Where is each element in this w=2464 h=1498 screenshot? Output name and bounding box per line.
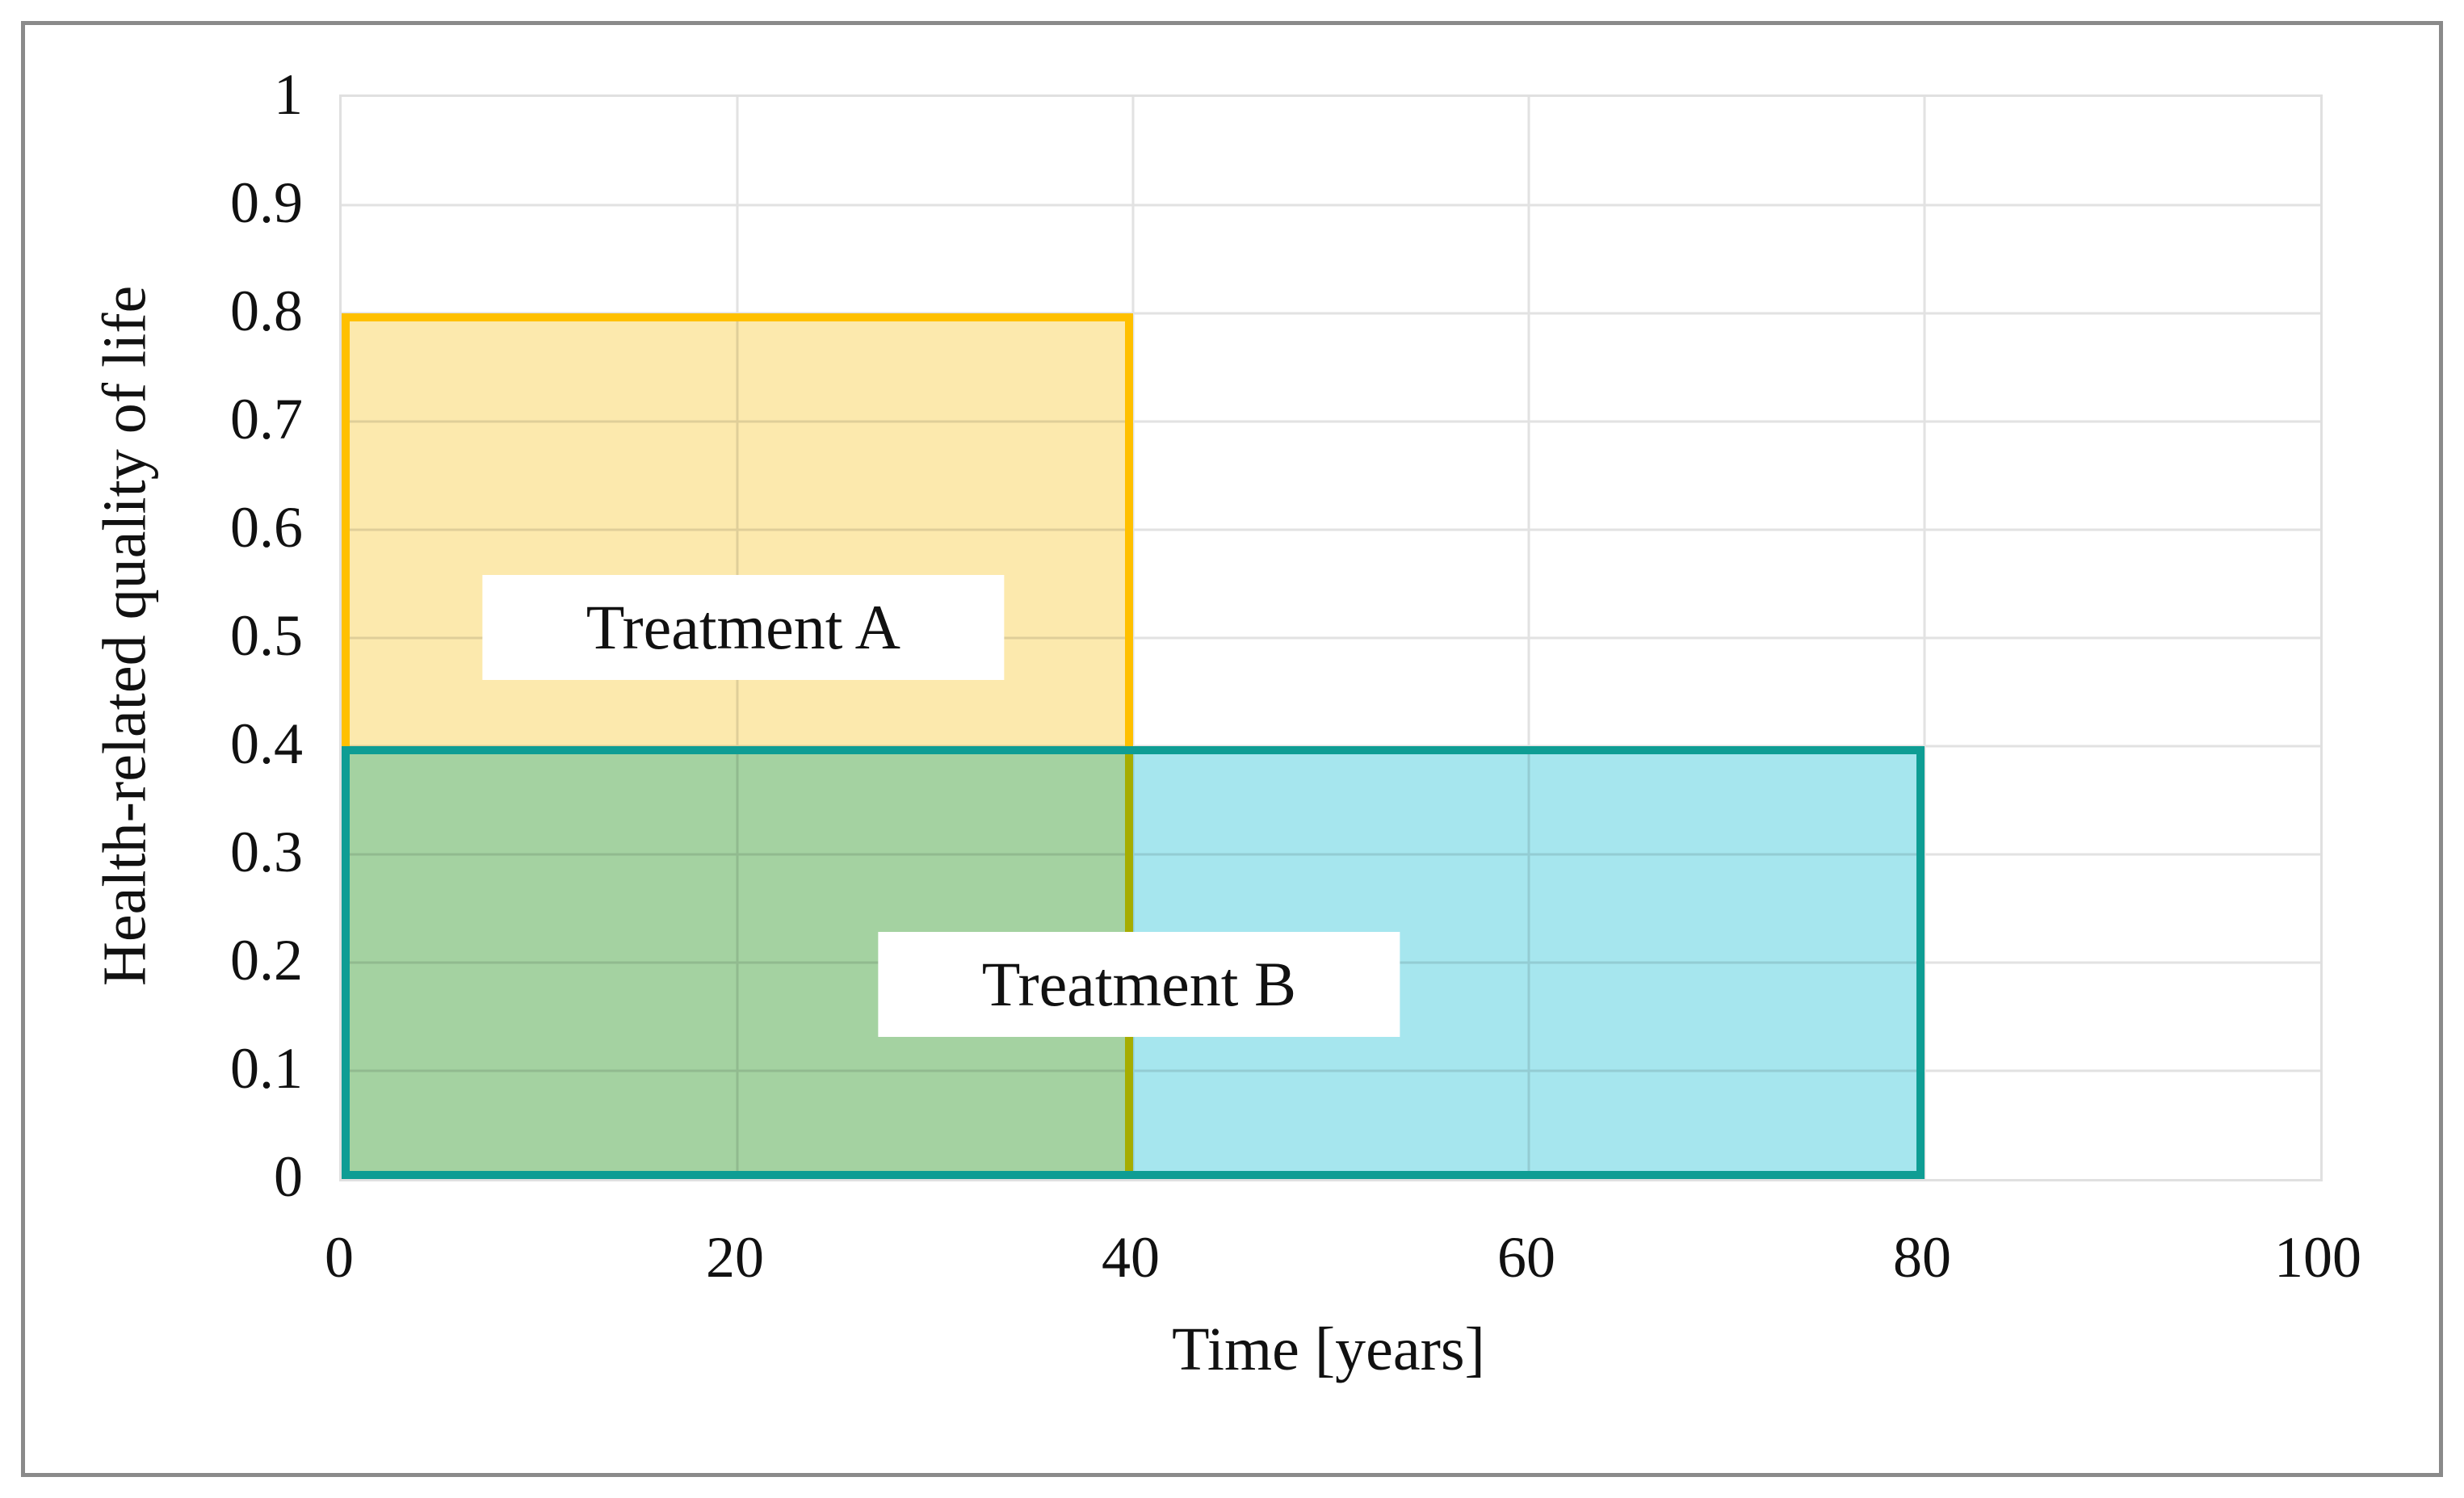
plot-area: Treatment A Treatment B (339, 94, 2323, 1181)
y-tick-label: 0 (274, 1144, 303, 1209)
horizontal-gridline (342, 204, 2320, 207)
y-tick-label: 0.6 (230, 495, 303, 560)
horizontal-gridline (342, 312, 2320, 315)
x-tick-label: 40 (1102, 1225, 1160, 1290)
y-tick-label: 0.1 (230, 1036, 303, 1101)
horizontal-gridline (342, 636, 2320, 640)
x-tick-label: 80 (1893, 1225, 1951, 1290)
y-tick-label: 0.4 (230, 711, 303, 776)
y-tick-label: 0.8 (230, 279, 303, 343)
horizontal-gridline (342, 420, 2320, 423)
horizontal-gridline (342, 528, 2320, 531)
treatment-b-label: Treatment B (878, 931, 1400, 1037)
y-tick-label: 0.9 (230, 170, 303, 235)
y-tick-label: 1 (274, 62, 303, 127)
x-tick-label: 60 (1497, 1225, 1555, 1290)
y-tick-label: 0.3 (230, 820, 303, 884)
x-tick-label: 20 (706, 1225, 764, 1290)
y-tick-label: 0.2 (230, 928, 303, 992)
y-tick-label: 0.7 (230, 387, 303, 451)
y-tick-label: 0.5 (230, 603, 303, 668)
treatment-a-label: Treatment A (482, 574, 1004, 680)
x-axis-title: Time [years] (1172, 1315, 1485, 1383)
x-tick-label: 100 (2274, 1225, 2361, 1290)
x-tick-label: 0 (325, 1225, 354, 1290)
treatment-b-outline (342, 746, 1925, 1179)
